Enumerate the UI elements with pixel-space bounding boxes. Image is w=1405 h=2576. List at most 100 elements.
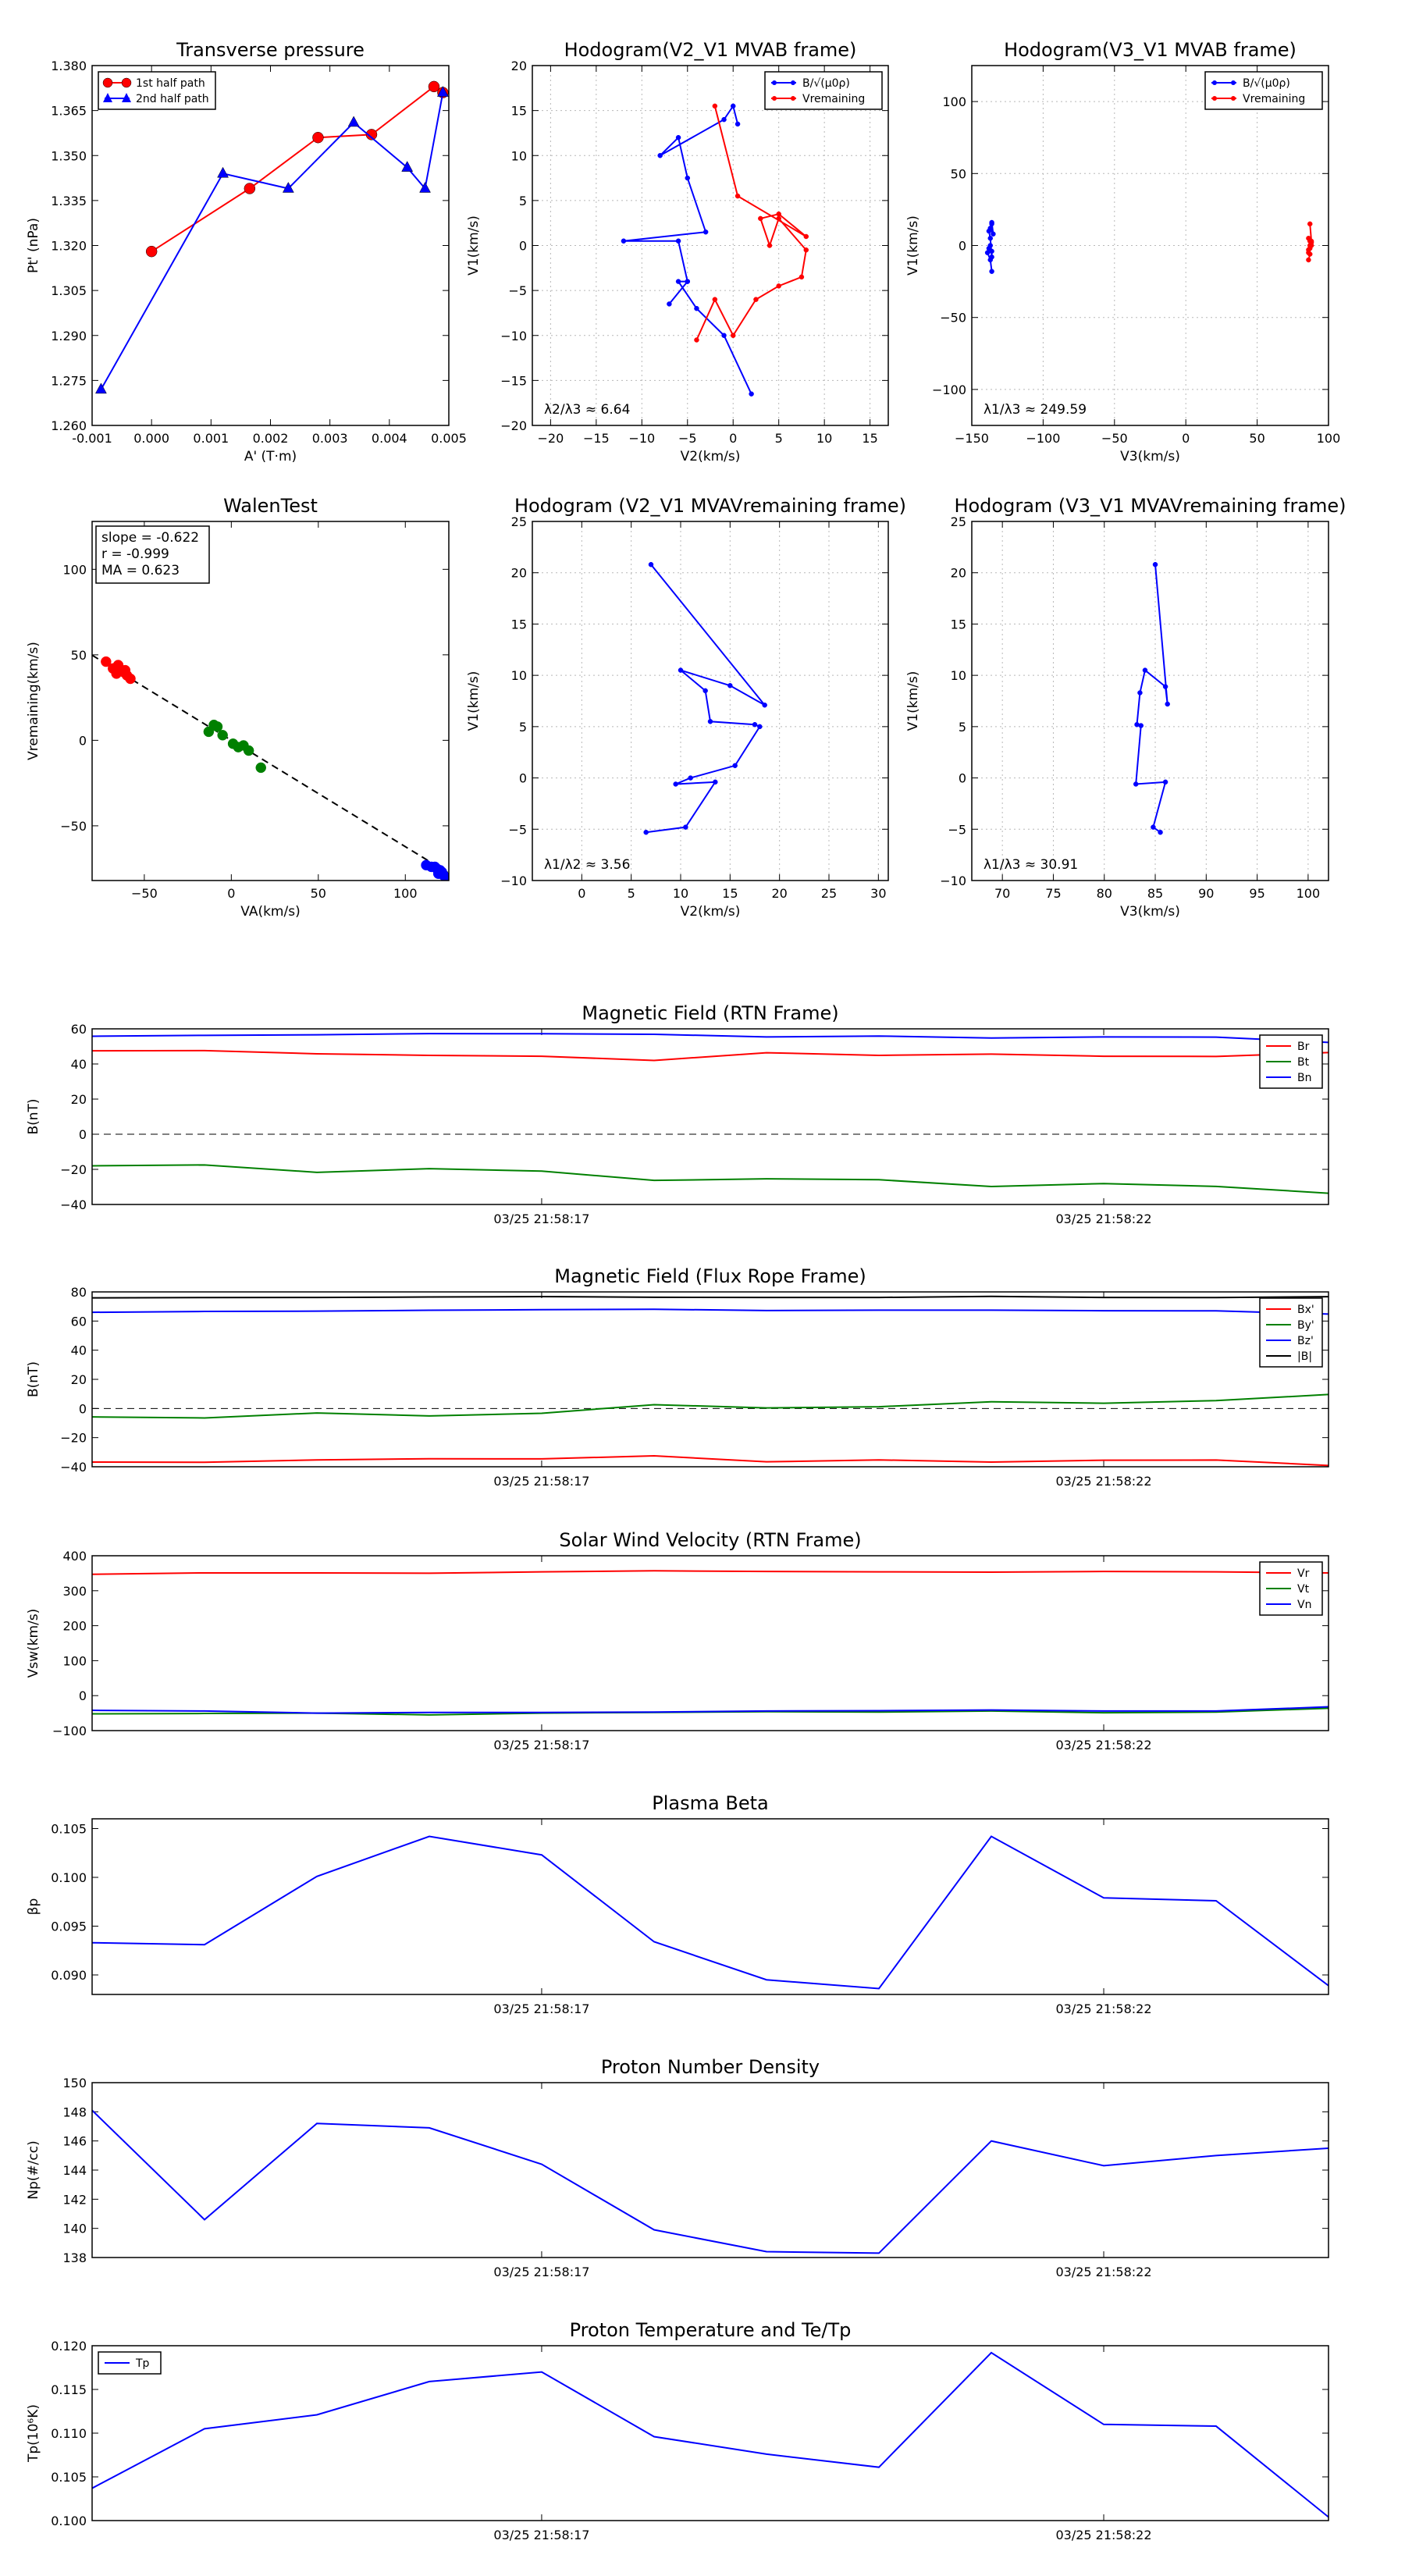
series-line xyxy=(92,1570,1329,1575)
x-tick-label: 15 xyxy=(722,886,738,901)
data-point xyxy=(1133,781,1139,787)
chart-title: Magnetic Field (RTN Frame) xyxy=(582,1002,838,1024)
data-point xyxy=(762,703,767,708)
legend-marker xyxy=(1231,96,1236,101)
legend-label: |B| xyxy=(1297,1350,1312,1363)
data-point xyxy=(767,243,773,248)
data-point xyxy=(803,247,809,253)
plot-area xyxy=(92,654,449,881)
data-point xyxy=(1308,238,1314,244)
plot-area xyxy=(92,2109,1329,2254)
x-tick-label: 85 xyxy=(1147,886,1163,901)
y-tick-label: 50 xyxy=(951,166,966,181)
x-tick-label: −20 xyxy=(538,431,564,446)
x-tick-label: 20 xyxy=(771,886,787,901)
chart-title: Plasma Beta xyxy=(652,1792,768,1814)
data-point xyxy=(243,745,254,756)
y-tick-label: 25 xyxy=(951,514,966,529)
x-tick-label: 30 xyxy=(870,886,886,901)
plot-area xyxy=(92,2351,1329,2518)
y-tick-label: 20 xyxy=(71,1372,87,1387)
series-line xyxy=(92,1454,1329,1467)
data-point xyxy=(643,829,649,835)
plot-frame xyxy=(91,521,450,881)
chart-panel-8: Magnetic Field (Flux Rope Frame) −40 −20 0 2… xyxy=(26,1265,1329,1489)
y-tick-label: 0.090 xyxy=(51,1968,87,1983)
x-tick-label: 10 xyxy=(816,431,832,446)
y-tick-label: 20 xyxy=(71,1092,87,1107)
y-tick-label: −50 xyxy=(60,819,87,834)
legend-label: 2nd half path xyxy=(136,93,209,105)
y-axis-label: V1(km/s) xyxy=(905,215,921,276)
data-point xyxy=(1307,221,1313,227)
y-tick-label: −10 xyxy=(940,873,966,888)
data-point xyxy=(712,297,718,302)
data-point xyxy=(776,215,781,222)
data-point xyxy=(1306,257,1311,263)
x-tick-label: 03/25 21:58:17 xyxy=(493,2528,589,2542)
y-tick-label: 15 xyxy=(951,617,966,632)
x-tick-label: 03/25 21:58:17 xyxy=(493,1212,589,1226)
x-axis-label: V3(km/s) xyxy=(1120,904,1180,920)
data-point xyxy=(989,248,994,254)
data-point xyxy=(984,250,991,255)
y-tick-label: 0.100 xyxy=(51,2514,87,2528)
data-point xyxy=(1165,701,1170,707)
y-tick-label: −15 xyxy=(500,373,527,388)
y-axis-label: Tp(10⁶K) xyxy=(26,2404,41,2463)
data-point xyxy=(702,229,709,235)
x-tick-label: 0 xyxy=(227,886,235,901)
data-point xyxy=(675,238,681,244)
y-tick-label: 5 xyxy=(519,720,527,735)
y-tick-label: 0 xyxy=(79,733,87,748)
series-line xyxy=(100,92,444,390)
y-tick-label: −40 xyxy=(60,1460,87,1475)
y-tick-label: 25 xyxy=(511,514,527,529)
plot-area xyxy=(1133,561,1170,835)
x-tick-label: 0.002 xyxy=(253,431,289,446)
y-tick-label: 5 xyxy=(959,720,966,735)
x-tick-label: 0.003 xyxy=(312,431,348,446)
x-tick-label: 0 xyxy=(578,886,585,901)
x-tick-label: 50 xyxy=(311,886,326,901)
y-tick-label: 10 xyxy=(511,148,527,163)
plot-frame xyxy=(532,521,889,881)
y-tick-label: 15 xyxy=(511,617,527,632)
legend-label: Vt xyxy=(1297,1583,1310,1596)
legend-label: By' xyxy=(1297,1319,1314,1332)
data-point xyxy=(657,153,663,158)
data-point xyxy=(799,274,805,280)
y-tick-label: 0 xyxy=(519,771,527,786)
data-point xyxy=(1162,779,1168,785)
x-tick-label: 5 xyxy=(775,431,783,446)
legend-label: Bt xyxy=(1297,1056,1310,1069)
y-tick-label: 0.100 xyxy=(51,1870,87,1885)
data-point xyxy=(212,721,223,732)
y-tick-label: −5 xyxy=(508,283,527,298)
data-point xyxy=(685,279,691,284)
x-axis-label: VA(km/s) xyxy=(240,904,300,920)
y-tick-label: 1.275 xyxy=(51,373,87,388)
legend-label: 1st half path xyxy=(136,77,205,90)
legend-label: B/√(μ0ρ) xyxy=(802,77,850,90)
data-point xyxy=(312,131,324,144)
data-point xyxy=(991,231,996,237)
data-point xyxy=(694,337,699,343)
chart-title: Hodogram (V3_V1 MVAVremaining frame) xyxy=(954,495,1346,517)
data-point xyxy=(675,134,681,141)
y-axis-label: B(nT) xyxy=(26,1361,41,1397)
plot-frame xyxy=(91,1818,1329,1995)
chart-panel-5: Hodogram (V2_V1 MVAVremaining frame) −10 −… xyxy=(466,495,906,920)
x-tick-label: 100 xyxy=(1317,431,1341,446)
x-tick-label: 0.004 xyxy=(372,431,407,446)
chart-panel-12: Proton Temperature and Te/Tp 0.100 0.105 0.… xyxy=(26,2319,1329,2542)
data-point xyxy=(989,219,994,226)
data-point xyxy=(712,103,718,109)
chart-title: Proton Temperature and Te/Tp xyxy=(570,2319,852,2341)
legend-box xyxy=(98,71,216,110)
x-tick-label: 15 xyxy=(862,431,877,446)
y-tick-label: 0.120 xyxy=(51,2339,87,2354)
series-line xyxy=(151,85,443,253)
y-tick-label: −50 xyxy=(940,311,966,326)
y-tick-label: −5 xyxy=(948,822,966,837)
